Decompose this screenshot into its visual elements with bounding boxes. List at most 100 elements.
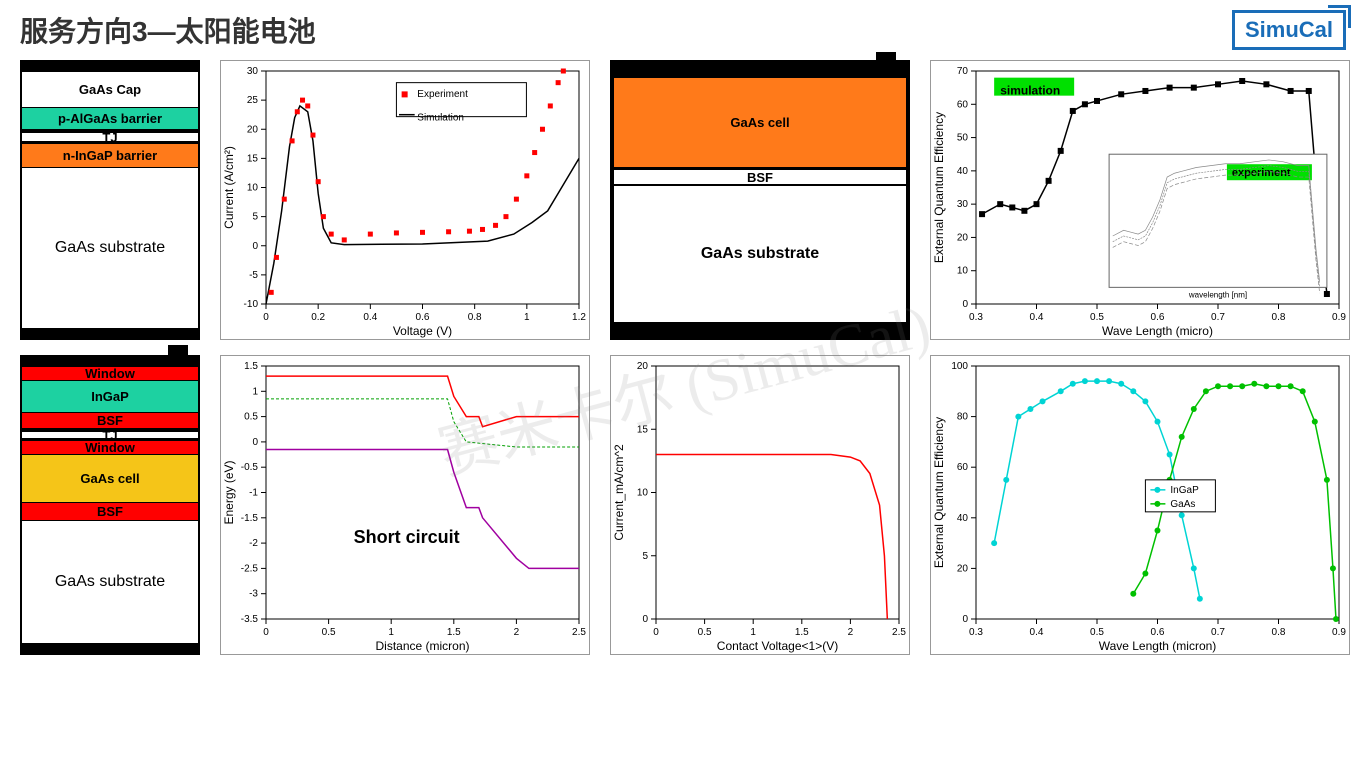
svg-text:-2.5: -2.5: [241, 563, 259, 574]
energy-band-chart: 00.511.522.5-3.5-3-2.5-2-1.5-1-0.500.511…: [220, 355, 590, 655]
svg-text:20: 20: [957, 563, 969, 574]
svg-text:1.5: 1.5: [244, 361, 258, 372]
svg-text:30: 30: [247, 66, 259, 77]
svg-text:30: 30: [957, 199, 969, 210]
svg-text:Wave Length (micron): Wave Length (micron): [1099, 639, 1217, 653]
stack2-substrate: GaAs substrate: [22, 521, 198, 643]
layer-bsf: BSF: [614, 168, 906, 186]
svg-text:0.5: 0.5: [1090, 312, 1104, 323]
svg-text:100: 100: [951, 361, 968, 372]
svg-text:0: 0: [642, 614, 648, 625]
svg-text:0.8: 0.8: [1272, 312, 1286, 323]
svg-text:1: 1: [252, 386, 258, 397]
layer-gaas-cap: GaAs Cap: [22, 72, 198, 108]
svg-text:0.9: 0.9: [1332, 312, 1346, 323]
svg-text:15: 15: [247, 153, 259, 164]
svg-text:5: 5: [642, 551, 648, 562]
svg-text:-2: -2: [249, 538, 258, 549]
svg-text:-10: -10: [244, 299, 259, 310]
svg-text:Voltage (V): Voltage (V): [393, 324, 452, 338]
svg-text:0.4: 0.4: [1030, 627, 1044, 638]
svg-text:80: 80: [957, 412, 969, 423]
stack2-cap-bottom: [22, 643, 198, 653]
cell-cap-bottom: [614, 322, 906, 336]
svg-text:0.4: 0.4: [363, 312, 377, 323]
svg-text:5: 5: [252, 212, 258, 223]
layer-bsf: BSF: [22, 503, 198, 521]
layer-n-ingap-barrier: n-InGaP barrier: [22, 144, 198, 168]
svg-text:50: 50: [957, 133, 969, 144]
stack-cap-top: [22, 62, 198, 72]
logo-container: SimuCal: [1232, 10, 1346, 50]
svg-text:-1: -1: [249, 488, 258, 499]
svg-text:GaAs: GaAs: [1170, 499, 1195, 510]
gaas-cell-diagram: GaAs cellBSF GaAs substrate: [610, 60, 910, 340]
svg-text:0.6: 0.6: [1151, 312, 1165, 323]
svg-text:0.5: 0.5: [1090, 627, 1104, 638]
logo-text: SimuCal: [1245, 17, 1333, 42]
layer-ingap: InGaP: [22, 381, 198, 413]
svg-text:0.7: 0.7: [1211, 627, 1225, 638]
svg-text:0: 0: [263, 312, 269, 323]
svg-text:40: 40: [957, 513, 969, 524]
svg-text:Simulation: Simulation: [417, 113, 464, 124]
layer-stack-1: GaAs Capp-AlGaAs barrierTJn-InGaP barrie…: [20, 60, 200, 340]
layer-gaas-cell: GaAs cell: [22, 455, 198, 503]
svg-text:InGaP: InGaP: [1170, 485, 1199, 496]
svg-text:0.5: 0.5: [244, 412, 258, 423]
svg-text:Wave Length (micro): Wave Length (micro): [1102, 324, 1213, 338]
svg-text:1: 1: [524, 312, 530, 323]
svg-text:10: 10: [957, 266, 969, 277]
svg-text:1.5: 1.5: [447, 627, 461, 638]
svg-text:2: 2: [514, 627, 520, 638]
svg-text:Energy (eV): Energy (eV): [222, 460, 236, 524]
svg-text:Current_mA/cm^2: Current_mA/cm^2: [612, 444, 626, 541]
svg-text:10: 10: [637, 488, 649, 499]
svg-text:40: 40: [957, 166, 969, 177]
svg-text:simulation: simulation: [1000, 83, 1060, 97]
jv-chart: 00.511.522.505101520Contact Voltage<1>(V…: [610, 355, 910, 655]
svg-text:0: 0: [252, 437, 258, 448]
svg-text:-0.5: -0.5: [241, 462, 259, 473]
layer-window: Window: [22, 367, 198, 381]
svg-text:15: 15: [637, 424, 649, 435]
svg-text:0.4: 0.4: [1030, 312, 1044, 323]
svg-text:70: 70: [957, 66, 969, 77]
svg-text:1.2: 1.2: [572, 312, 586, 323]
svg-text:2.5: 2.5: [572, 627, 586, 638]
svg-text:External Quantum Efficiency: External Quantum Efficiency: [932, 417, 946, 568]
svg-text:60: 60: [957, 99, 969, 110]
svg-text:Experiment: Experiment: [417, 89, 468, 100]
svg-text:0.9: 0.9: [1332, 627, 1346, 638]
svg-text:0: 0: [653, 627, 659, 638]
svg-text:20: 20: [957, 232, 969, 243]
svg-text:0.2: 0.2: [311, 312, 325, 323]
svg-text:-1.5: -1.5: [241, 513, 259, 524]
svg-text:0.5: 0.5: [322, 627, 336, 638]
layer-tj: TJ: [22, 130, 198, 144]
stack-cap-bottom: [22, 328, 198, 338]
eqe2-chart: 0.30.40.50.60.70.80.9020406080100InGaPGa…: [930, 355, 1350, 655]
svg-text:Distance (micron): Distance (micron): [375, 639, 469, 653]
svg-text:-5: -5: [249, 270, 258, 281]
svg-text:0.6: 0.6: [416, 312, 430, 323]
svg-text:0.6: 0.6: [1151, 627, 1165, 638]
svg-text:0.3: 0.3: [969, 627, 983, 638]
svg-text:0: 0: [962, 614, 968, 625]
svg-text:wavelength [nm]: wavelength [nm]: [1188, 290, 1247, 299]
layer-p-algaas-barrier: p-AlGaAs barrier: [22, 108, 198, 130]
cell-substrate: GaAs substrate: [614, 186, 906, 322]
svg-text:-3.5: -3.5: [241, 614, 259, 625]
page-title: 服务方向3—太阳能电池: [20, 10, 316, 50]
svg-text:0.5: 0.5: [698, 627, 712, 638]
svg-text:External Quantum Efficiency: External Quantum Efficiency: [932, 112, 946, 263]
layer-gaas-cell: GaAs cell: [614, 78, 906, 168]
svg-text:2.5: 2.5: [892, 627, 906, 638]
svg-text:0.8: 0.8: [468, 312, 482, 323]
svg-text:Current (A/cm²): Current (A/cm²): [222, 146, 236, 229]
cell-contact-tab: [876, 52, 896, 64]
svg-text:25: 25: [247, 95, 259, 106]
cell-cap-top: [614, 64, 906, 78]
svg-text:1: 1: [388, 627, 394, 638]
svg-text:0: 0: [962, 299, 968, 310]
